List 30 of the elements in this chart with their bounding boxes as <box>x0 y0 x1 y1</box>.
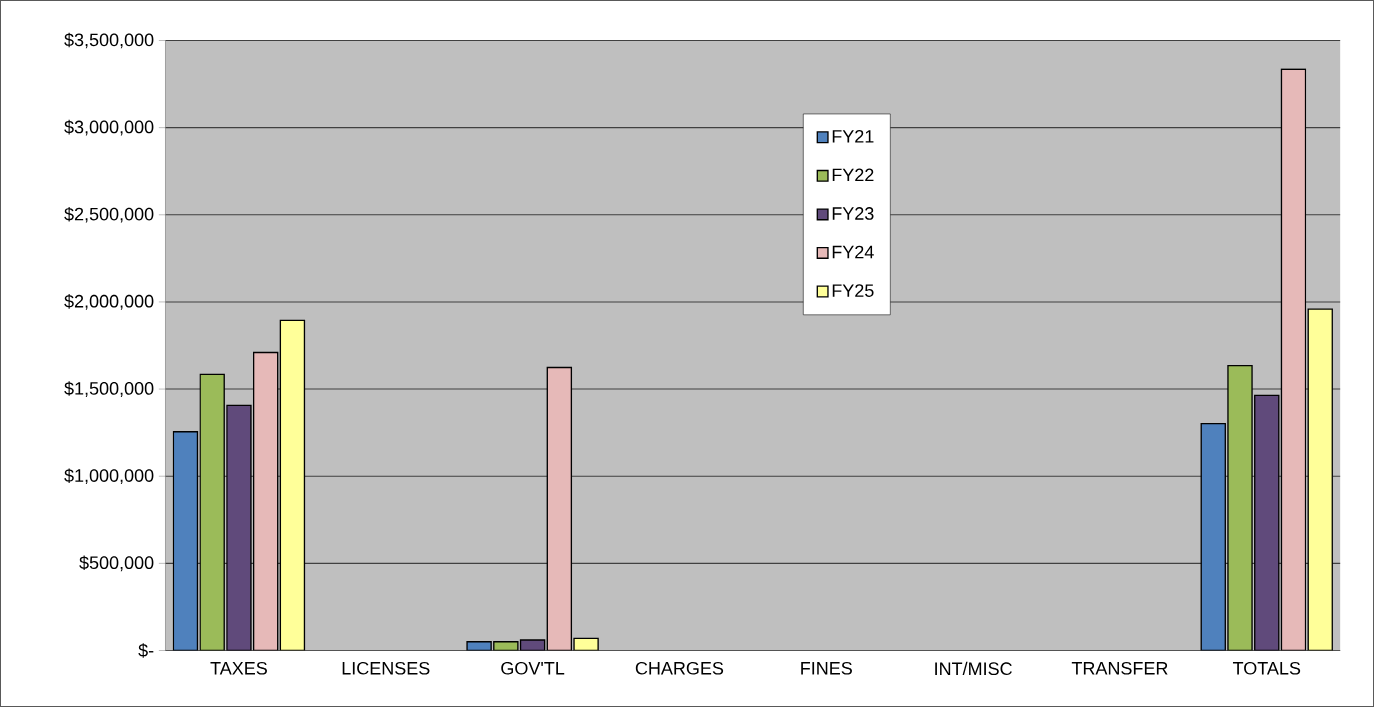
y-tick-label: $3,000,000 <box>64 119 154 136</box>
bar <box>199 373 225 651</box>
legend-label: FY22 <box>832 168 874 182</box>
y-tick-label: $2,000,000 <box>64 294 154 310</box>
bar <box>279 319 306 651</box>
y-tick-label: $500,000 <box>79 555 154 572</box>
bar <box>1254 394 1280 651</box>
legend-label: FY25 <box>832 284 874 297</box>
x-tick-label: TAXES <box>210 661 267 675</box>
y-tick-label: $3,500,000 <box>64 32 154 49</box>
y-tick-label: $1,500,000 <box>64 381 154 397</box>
bar <box>1227 364 1253 651</box>
y-tick-label: $- <box>138 643 154 658</box>
y-tick-label: $2,500,000 <box>64 206 154 223</box>
x-tick-label: TOTALS <box>1232 661 1301 675</box>
x-tick-label: INT/MISC <box>935 661 1012 676</box>
x-tick-label: FINES <box>801 661 852 675</box>
x-tick-label: LICENSES <box>342 661 430 675</box>
y-tick-label: $1,000,000 <box>64 468 154 485</box>
bar <box>172 431 199 651</box>
bar <box>1280 68 1307 651</box>
legend-label: FY23 <box>832 207 874 220</box>
legend-label: FY21 <box>832 129 874 143</box>
x-tick-label: CHARGES <box>635 661 724 675</box>
bar <box>1200 422 1226 651</box>
x-tick-label: TRANSFER <box>1071 661 1168 675</box>
x-tick-label: GOV'TL <box>501 661 565 675</box>
bar <box>1307 308 1333 651</box>
legend-label: FY24 <box>832 245 874 259</box>
bar <box>226 404 252 651</box>
